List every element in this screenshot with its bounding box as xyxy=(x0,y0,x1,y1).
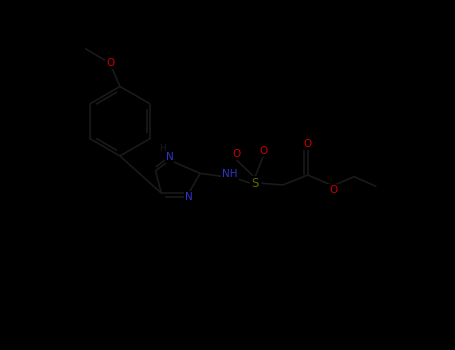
Text: O: O xyxy=(106,58,114,68)
Text: N: N xyxy=(185,191,192,202)
Text: O: O xyxy=(233,149,241,159)
Text: O: O xyxy=(303,139,312,148)
Text: H: H xyxy=(159,144,166,153)
Text: N: N xyxy=(166,152,173,162)
Text: O: O xyxy=(329,185,338,195)
Text: S: S xyxy=(251,177,258,190)
Text: O: O xyxy=(259,146,267,156)
Text: NH: NH xyxy=(222,169,238,179)
